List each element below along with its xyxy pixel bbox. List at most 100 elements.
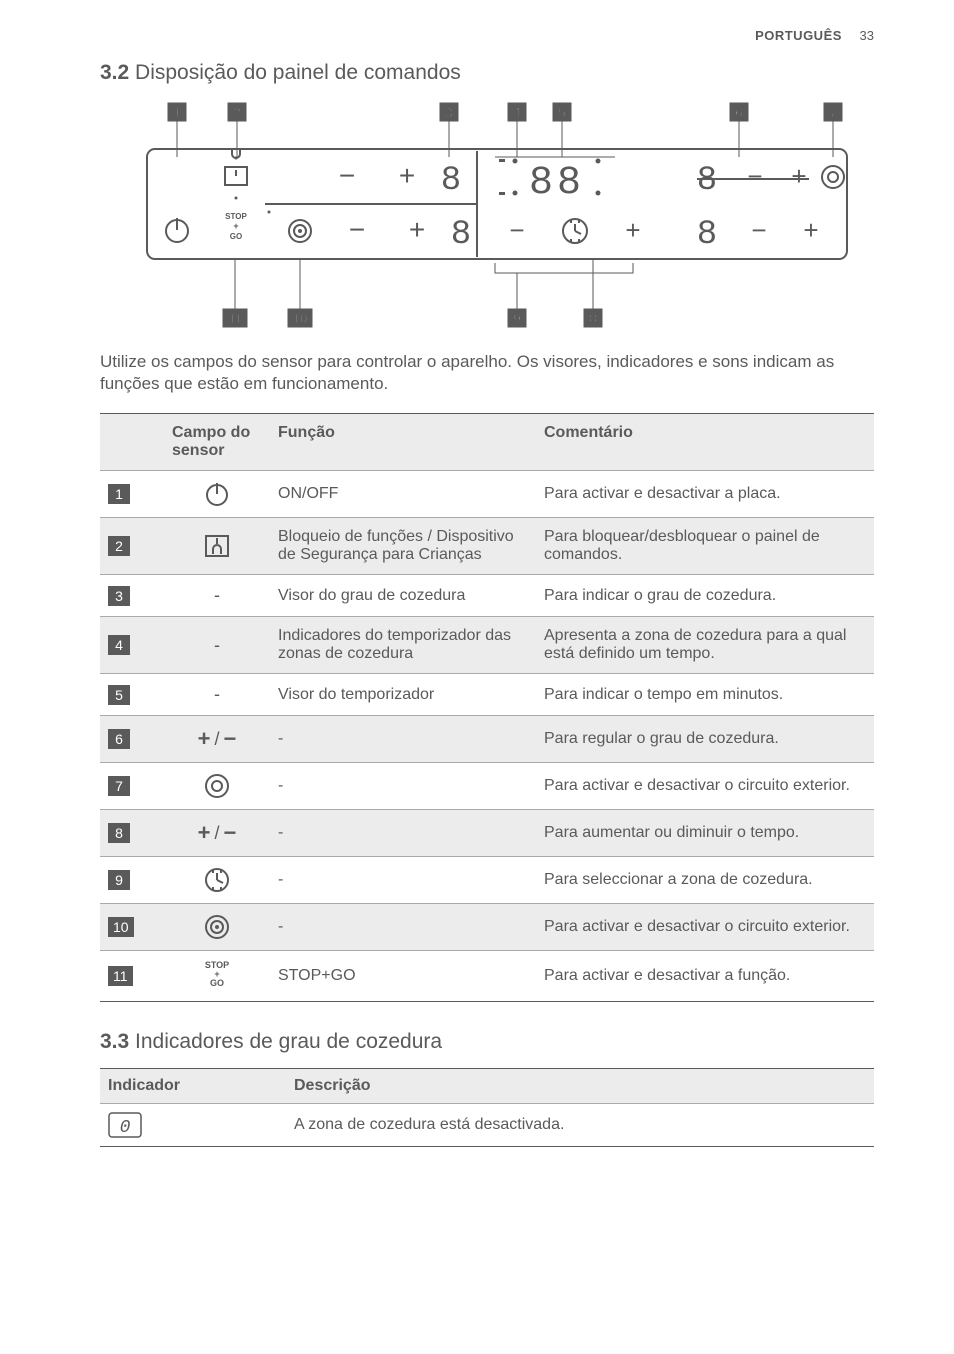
row-index-badge: 10 — [108, 917, 134, 937]
svg-text:+: + — [233, 221, 238, 231]
indicator-table: Indicador Descrição 0 A zona de cozedura… — [100, 1068, 874, 1147]
diagram-caption: Utilize os campos do sensor para control… — [100, 351, 874, 395]
section-title: Indicadores de grau de cozedura — [135, 1030, 442, 1053]
svg-text:STOP: STOP — [225, 212, 247, 221]
control-panel-diagram: − + 8 8 8 8 − + — [100, 99, 874, 339]
svg-text:8: 8 — [697, 162, 717, 200]
svg-text:8: 8 — [451, 216, 471, 254]
dash-icon: - — [214, 585, 220, 605]
outer-ring-icon — [204, 773, 230, 799]
ind-th-desc: Descrição — [286, 1069, 874, 1104]
function-cell: Visor do temporizador — [270, 674, 536, 716]
row-index-badge: 2 — [108, 536, 130, 556]
svg-text:−: − — [509, 215, 524, 245]
comment-cell: Para indicar o tempo em minutos. — [536, 674, 874, 716]
function-table: Campo do sen­sor Função Comentário 1 ON/… — [100, 413, 874, 1002]
table-row: 3 - Visor do grau de coze­dura Para indi… — [100, 575, 874, 617]
digit-zero-icon: 0 — [108, 1112, 142, 1138]
table-row: 4 - Indicadores do tempori­zador das zon… — [100, 617, 874, 674]
svg-text:9: 9 — [513, 311, 520, 326]
svg-text:11: 11 — [228, 311, 242, 326]
function-cell: Bloqueio de funções / Dispositivo de Seg… — [270, 518, 536, 575]
ind-th-indicator: Indicador — [100, 1069, 286, 1104]
row-index-badge: 11 — [108, 966, 133, 986]
comment-cell: Para activar e desactivar a placa. — [536, 471, 874, 518]
power-icon — [204, 481, 230, 507]
fn-th-comment: Comentário — [536, 414, 874, 471]
control-panel-svg: − + 8 8 8 8 − + — [117, 99, 857, 339]
stop-go-icon: STOP+GO — [205, 961, 229, 988]
zone-select-icon — [204, 867, 230, 893]
table-row: 9 - Para seleccionar a zona de cozedura. — [100, 857, 874, 904]
svg-text:0: 0 — [120, 1118, 131, 1138]
page-header: PORTUGUÊS 33 — [100, 28, 874, 43]
comment-cell: Para seleccionar a zona de cozedura. — [536, 857, 874, 904]
page: PORTUGUÊS 33 3.2 Disposição do painel de… — [0, 0, 954, 1354]
row-index-badge: 6 — [108, 729, 130, 749]
comment-cell: Para indicar o grau de cozedura. — [536, 575, 874, 617]
section-number: 3.3 — [100, 1030, 129, 1053]
svg-text:10: 10 — [293, 311, 307, 326]
section-3-3-heading: 3.3 Indicadores de grau de cozedura — [100, 1030, 874, 1054]
fn-th-idx — [100, 414, 164, 471]
table-row: 1 ON/OFF Para activar e desactivar a pla… — [100, 471, 874, 518]
function-cell: STOP+GO — [270, 951, 536, 1002]
row-index-badge: 3 — [108, 586, 130, 606]
table-row: 2 Bloqueio de funções / Dispositivo de S… — [100, 518, 874, 575]
svg-text:6: 6 — [735, 105, 742, 120]
table-row: 0 A zona de cozedura está desactivada. — [100, 1104, 874, 1147]
svg-text:−: − — [349, 214, 365, 245]
row-index-badge: 4 — [108, 635, 130, 655]
row-index-badge: 5 — [108, 685, 130, 705]
plus-minus-icon: +/− — [198, 726, 237, 752]
comment-cell: Para bloquear/desbloquear o painel de co… — [536, 518, 874, 575]
table-row: 8 +/− - Para aumentar ou diminuir o temp… — [100, 810, 874, 857]
section-title: Disposição do painel de comandos — [135, 61, 461, 84]
svg-text:GO: GO — [230, 232, 242, 241]
row-index-badge: 7 — [108, 776, 130, 796]
svg-text:8: 8 — [589, 311, 596, 326]
svg-text:3: 3 — [445, 105, 452, 120]
svg-text:2: 2 — [233, 105, 240, 120]
function-cell: - — [270, 904, 536, 951]
svg-text:−: − — [339, 160, 355, 191]
comment-cell: Para regular o grau de cozedura. — [536, 716, 874, 763]
fn-th-sensor: Campo do sen­sor — [164, 414, 270, 471]
dash-icon: - — [214, 684, 220, 704]
plus-minus-icon: +/− — [198, 820, 237, 846]
comment-cell: Apresenta a zona de cozedura para a qual… — [536, 617, 874, 674]
svg-text:+: + — [803, 215, 818, 245]
svg-text:4: 4 — [513, 105, 520, 120]
svg-text:+: + — [625, 215, 640, 245]
language-label: PORTUGUÊS — [755, 28, 842, 43]
section-number: 3.2 — [100, 61, 129, 84]
table-row: 6 +/− - Para regular o grau de cozedura. — [100, 716, 874, 763]
svg-text:5: 5 — [558, 105, 565, 120]
function-cell: Indicadores do tempori­zador das zonas d… — [270, 617, 536, 674]
function-cell: - — [270, 716, 536, 763]
fn-th-function: Função — [270, 414, 536, 471]
table-row: 7 - Para activar e desactivar o circuito… — [100, 763, 874, 810]
svg-text:−: − — [747, 161, 762, 191]
comment-cell: Para activar e desactivar o circuito ext… — [536, 904, 874, 951]
dash-icon: - — [214, 635, 220, 655]
svg-text:+: + — [409, 214, 425, 245]
page-number: 33 — [860, 28, 874, 43]
table-row: 5 - Visor do temporizador Para indicar o… — [100, 674, 874, 716]
indicator-desc: A zona de cozedura está desactivada. — [286, 1104, 874, 1147]
comment-cell: Para activar e desactivar o circuito ext… — [536, 763, 874, 810]
table-row: 11 STOP+GO STOP+GO Para activar e desact… — [100, 951, 874, 1002]
row-index-badge: 8 — [108, 823, 130, 843]
function-cell: ON/OFF — [270, 471, 536, 518]
svg-text:1: 1 — [173, 105, 180, 120]
svg-text:8: 8 — [697, 216, 717, 254]
svg-text:+: + — [791, 161, 806, 191]
row-index-badge: 9 — [108, 870, 130, 890]
lock-icon — [203, 534, 231, 558]
svg-text:−: − — [751, 215, 766, 245]
row-index-badge: 1 — [108, 484, 130, 504]
function-cell: - — [270, 810, 536, 857]
target-icon — [204, 914, 230, 940]
comment-cell: Para aumentar ou diminuir o tempo. — [536, 810, 874, 857]
function-cell: Visor do grau de coze­dura — [270, 575, 536, 617]
